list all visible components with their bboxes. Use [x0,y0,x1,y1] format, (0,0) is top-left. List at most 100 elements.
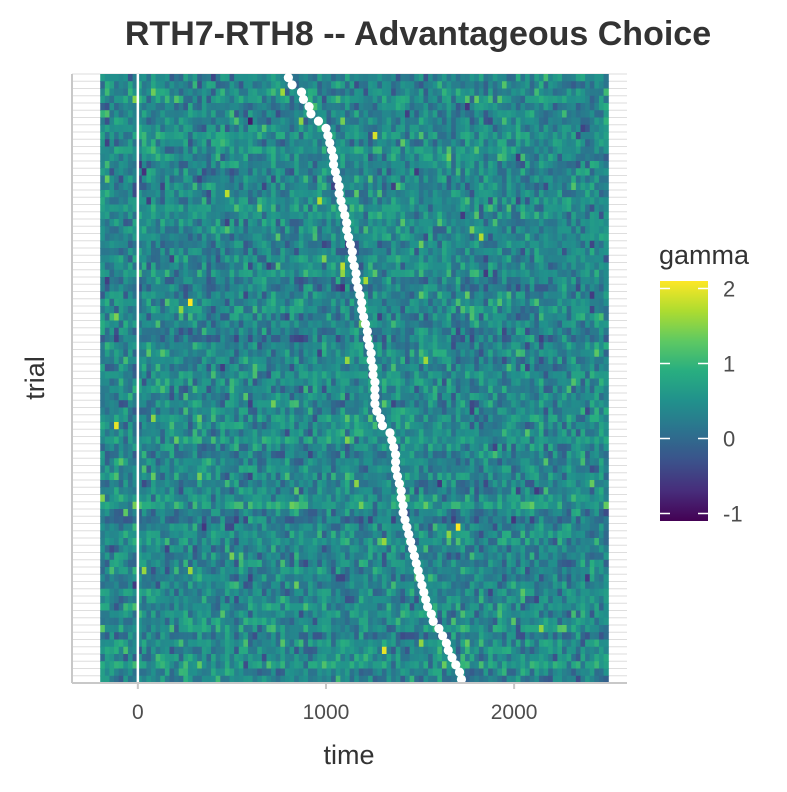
heatmap-cell [516,306,521,314]
heatmap-cell [183,219,188,227]
heatmap-cell [363,74,368,82]
heatmap-cell [285,357,290,365]
heatmap-cell [423,277,428,285]
heatmap-cell [197,393,202,401]
heatmap-cell [151,96,156,104]
heatmap-cell [160,190,165,198]
heatmap-cell [266,139,271,147]
heatmap-cell [539,386,544,394]
heatmap-cell [313,190,318,198]
heatmap-cell [142,205,147,213]
heatmap-cell [562,103,567,111]
heatmap-cell [253,168,258,176]
heatmap-cell [423,154,428,162]
heatmap-cell [340,321,345,329]
heatmap-cell [387,357,392,365]
heatmap-cell [571,299,576,307]
heatmap-cell [502,89,507,97]
heatmap-cell [433,125,438,133]
heatmap-cell [359,125,364,133]
heatmap-cell [299,277,304,285]
heatmap-cell [109,103,114,111]
heatmap-cell [594,132,599,140]
heatmap-cell [294,357,299,365]
heatmap-cell [197,277,202,285]
heatmap-cell [109,335,114,343]
heatmap-cell [119,234,124,242]
heatmap-cell [151,168,156,176]
heatmap-cell [202,183,207,191]
heatmap-cell [322,299,327,307]
heatmap-cell [105,125,110,133]
heatmap-cell [599,292,604,300]
heatmap-cell [257,335,262,343]
heatmap-cell [437,299,442,307]
heatmap-cell [128,277,133,285]
heatmap-cell [290,299,295,307]
heatmap-cell [123,154,128,162]
heatmap-cell [183,371,188,379]
heatmap-cell [502,321,507,329]
heatmap-cell [128,342,133,350]
heatmap-cell [331,241,336,249]
heatmap-cell [123,357,128,365]
heatmap-cell [230,386,235,394]
heatmap-cell [322,234,327,242]
heatmap-cell [257,299,262,307]
heatmap-cell [530,299,535,307]
heatmap-cell [350,342,355,350]
heatmap-cell [576,350,581,358]
heatmap-cell [548,197,553,205]
heatmap-cell [516,96,521,104]
heatmap-cell [479,241,484,249]
heatmap-cell [520,205,525,213]
heatmap-cell [350,350,355,358]
heatmap-cell [109,284,114,292]
heatmap-cell [257,81,262,89]
heatmap-cell [197,190,202,198]
heatmap-cell [202,219,207,227]
heatmap-cell [169,226,174,234]
heatmap-cell [373,154,378,162]
heatmap-cell [239,270,244,278]
heatmap-cell [594,335,599,343]
heatmap-cell [387,321,392,329]
heatmap-cell [243,226,248,234]
heatmap-cell [465,110,470,118]
heatmap-cell [119,205,124,213]
heatmap-cell [590,190,595,198]
heatmap-cell [484,226,489,234]
heatmap-cell [396,219,401,227]
heatmap-cell [548,241,553,249]
heatmap-cell [313,241,318,249]
heatmap-cell [197,234,202,242]
heatmap-cell [484,386,489,394]
heatmap-cell [128,103,133,111]
heatmap-cell [183,350,188,358]
heatmap-cell [594,125,599,133]
heatmap-cell [128,292,133,300]
heatmap-cell [377,81,382,89]
heatmap-cell [451,197,456,205]
heatmap-cell [419,313,424,321]
heatmap-cell [225,125,230,133]
heatmap-cell [100,350,105,358]
heatmap-cell [391,299,396,307]
heatmap-cell [160,110,165,118]
heatmap-cell [276,110,281,118]
heatmap-cell [183,168,188,176]
heatmap-cell [327,176,332,184]
heatmap-cell [211,306,216,314]
heatmap-cell [225,118,230,126]
heatmap-cell [165,241,170,249]
heatmap-cell [345,176,350,184]
heatmap-cell [119,212,124,220]
heatmap-cell [193,371,198,379]
heatmap-cell [433,342,438,350]
heatmap-cell [193,154,198,162]
heatmap-cell [276,132,281,140]
heatmap-cell [308,139,313,147]
heatmap-cell [169,161,174,169]
heatmap-cell [571,132,576,140]
heatmap-cell [451,292,456,300]
